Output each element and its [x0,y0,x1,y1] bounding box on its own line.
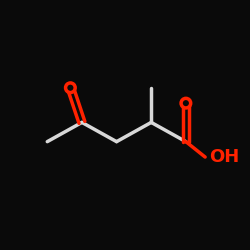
Circle shape [181,98,191,108]
Text: OH: OH [209,148,239,166]
Circle shape [66,83,75,92]
